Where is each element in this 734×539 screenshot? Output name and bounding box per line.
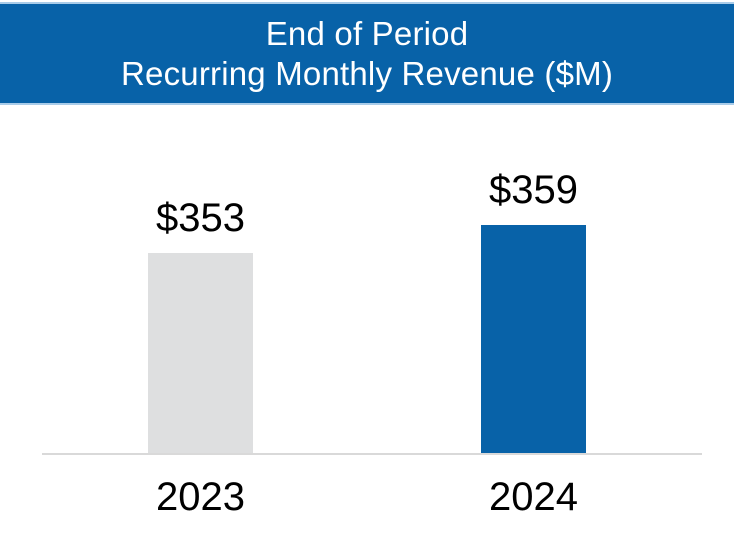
chart-title-line1: End of Period bbox=[265, 14, 469, 52]
x-axis-line bbox=[42, 453, 702, 455]
category-label-2023: 2023 bbox=[156, 475, 245, 519]
bar-2023 bbox=[148, 253, 253, 454]
bar-2024 bbox=[481, 225, 586, 454]
chart-title-banner: End of Period Recurring Monthly Revenue … bbox=[0, 2, 734, 105]
category-label-2024: 2024 bbox=[489, 475, 578, 519]
value-label-2023: $353 bbox=[156, 196, 245, 240]
value-label-2024: $359 bbox=[489, 168, 578, 212]
chart-title-line2: Recurring Monthly Revenue ($M) bbox=[120, 54, 614, 92]
